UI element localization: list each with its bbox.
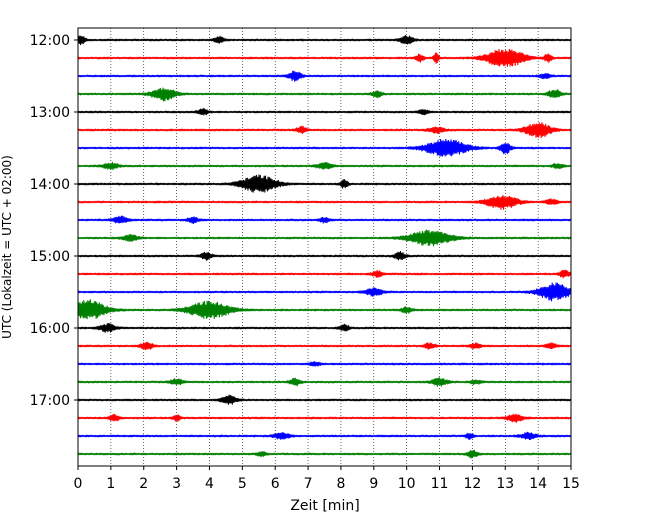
seismogram-trace	[77, 70, 572, 82]
seismogram-trace	[77, 377, 572, 387]
seismogram-trace	[77, 282, 572, 302]
x-tick-label: 15	[562, 476, 580, 492]
x-axis-ticks: 0 1 2 3 4 5 6 7 8 9 10 11 12 13 14 15	[74, 466, 580, 492]
traces	[77, 35, 572, 459]
seismogram-trace	[77, 322, 572, 333]
seismogram-trace	[77, 122, 572, 139]
seismogram-trace	[77, 413, 572, 423]
y-tick-label: 15:00	[30, 249, 70, 265]
x-tick-label: 3	[172, 476, 181, 492]
seismogram-trace	[77, 361, 572, 367]
x-tick-label: 2	[139, 476, 148, 492]
seismogram-trace	[77, 299, 572, 320]
x-tick-label: 9	[369, 476, 378, 492]
plot-frame	[77, 27, 572, 467]
seismogram-trace	[77, 35, 572, 46]
seismogram-trace	[77, 138, 572, 157]
x-tick-label: 14	[529, 476, 547, 492]
x-tick-label: 7	[304, 476, 313, 492]
seismogram-trace	[77, 251, 572, 261]
x-tick-label: 10	[398, 476, 416, 492]
y-tick-label: 12:00	[30, 33, 70, 49]
seismogram-trace	[77, 449, 572, 459]
seismogram-trace	[77, 431, 572, 441]
vertical-grid	[110, 28, 539, 466]
seismogram-trace	[77, 174, 572, 193]
seismogram-trace	[77, 215, 572, 225]
x-tick-label: 0	[74, 476, 83, 492]
seismogram-trace	[77, 48, 572, 68]
seismogram-trace	[77, 107, 572, 116]
seismogram-trace	[77, 341, 572, 351]
x-tick-label: 11	[431, 476, 449, 492]
seismogram-trace	[77, 87, 572, 102]
y-axis-ticks: 12:00 13:00 14:00 15:00 16:00 17:00	[30, 33, 78, 409]
seismogram-trace	[77, 161, 572, 171]
seismogram-trace	[77, 269, 572, 279]
y-tick-label: 13:00	[30, 105, 70, 121]
y-tick-label: 14:00	[30, 177, 70, 193]
x-tick-label: 4	[205, 476, 214, 492]
x-axis-label: Zeit [min]	[290, 498, 359, 514]
seismogram-trace	[77, 394, 572, 405]
seismogram-trace	[77, 229, 572, 247]
y-tick-label: 17:00	[30, 393, 70, 409]
x-tick-label: 8	[336, 476, 345, 492]
x-tick-label: 1	[106, 476, 115, 492]
x-tick-label: 13	[496, 476, 514, 492]
x-tick-label: 5	[238, 476, 247, 492]
seismogram-trace	[77, 194, 572, 210]
y-tick-label: 16:00	[30, 321, 70, 337]
x-tick-label: 12	[463, 476, 481, 492]
x-tick-label: 6	[271, 476, 280, 492]
y-axis-label: UTC (Lokalzeit = UTC + 02:00)	[0, 155, 14, 339]
